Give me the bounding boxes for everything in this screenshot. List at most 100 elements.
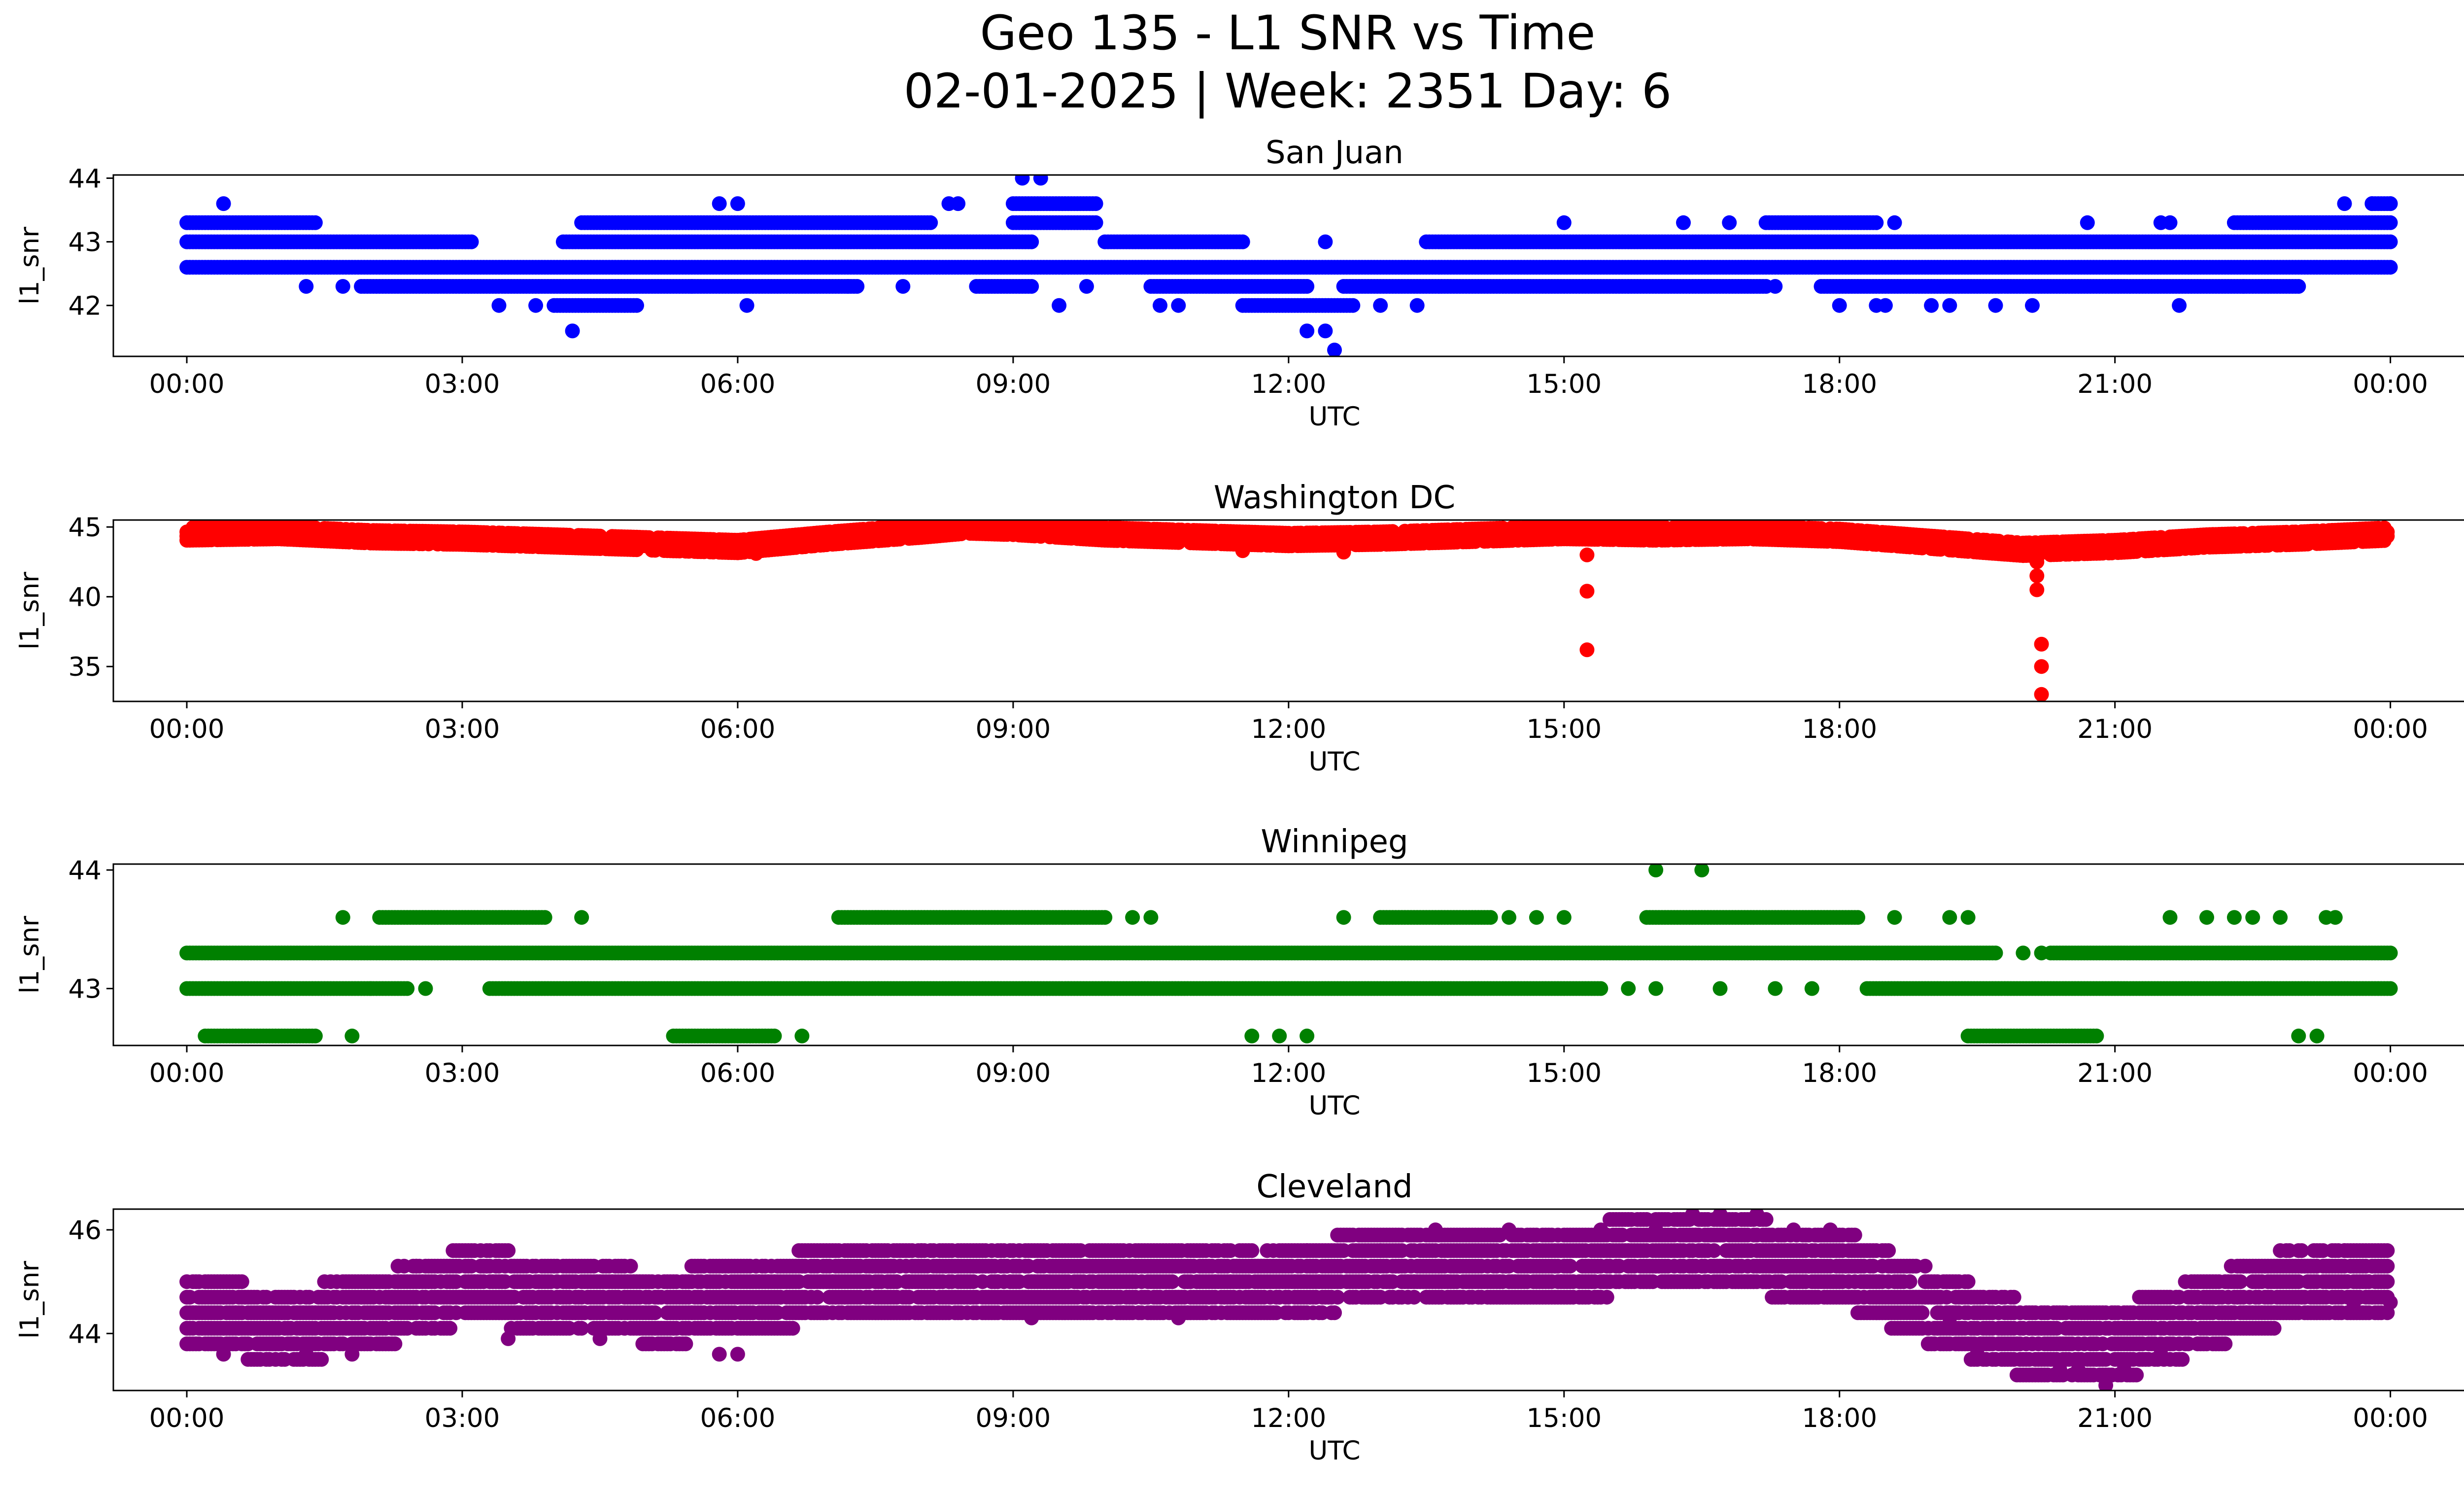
data-point xyxy=(1024,279,1039,294)
data-point xyxy=(308,215,323,230)
data-point xyxy=(1579,642,1595,658)
data-point xyxy=(1052,298,1067,313)
data-point xyxy=(1171,298,1186,313)
data-point xyxy=(2034,687,2049,701)
data-point xyxy=(1887,215,1902,230)
x-tick-label: 15:00 xyxy=(1526,714,1602,744)
data-point xyxy=(730,196,745,211)
data-point xyxy=(2029,554,2045,569)
x-tick-label: 03:00 xyxy=(425,714,500,744)
axes-frame xyxy=(112,174,2464,357)
data-points xyxy=(179,520,2395,701)
data-point xyxy=(840,279,856,294)
subplot-title: Washington DC xyxy=(1214,480,1455,516)
data-point xyxy=(1409,298,1425,313)
data-point xyxy=(491,298,507,313)
x-tick-label: 09:00 xyxy=(976,369,1051,399)
x-tick-label: 18:00 xyxy=(1802,369,1877,399)
data-point xyxy=(2029,582,2045,597)
x-tick-label: 00:00 xyxy=(2353,369,2428,399)
x-tick-label: 06:00 xyxy=(700,714,776,744)
data-point xyxy=(1318,323,1333,339)
data-point xyxy=(1676,215,1691,230)
x-tick-label: 09:00 xyxy=(976,714,1051,744)
data-point xyxy=(1878,298,1893,313)
data-point xyxy=(1015,175,1030,186)
data-point xyxy=(2337,196,2352,211)
data-point xyxy=(2380,524,2395,540)
data-point xyxy=(2364,196,2380,211)
data-point xyxy=(2383,196,2398,211)
data-point xyxy=(1033,175,1048,186)
data-point xyxy=(1153,298,1167,313)
data-point xyxy=(2029,568,2045,584)
data-point xyxy=(1579,584,1595,599)
data-point xyxy=(2025,298,2040,313)
x-tick-label: 00:00 xyxy=(2353,714,2428,744)
data-point xyxy=(1088,196,1103,211)
x-tick-label: 03:00 xyxy=(425,369,500,399)
y-tick-label: 44 xyxy=(68,164,102,194)
data-point xyxy=(684,279,699,294)
data-point xyxy=(2034,659,2049,674)
figure-title-line2: 02-01-2025 | Week: 2351 Day: 6 xyxy=(904,64,1672,119)
x-tick-label: 12:00 xyxy=(1251,369,1326,399)
x-tick-label: 00:00 xyxy=(149,714,225,744)
data-point xyxy=(739,298,754,313)
x-tick-label: 21:00 xyxy=(2077,714,2153,744)
y-tick-label: 35 xyxy=(68,652,102,682)
data-point xyxy=(1832,298,1847,313)
data-point xyxy=(1988,298,2003,313)
y-tick-label: 43 xyxy=(68,228,102,258)
data-point xyxy=(1079,279,1094,294)
data-point xyxy=(1942,298,1957,313)
data-point xyxy=(299,279,314,294)
data-point xyxy=(464,234,479,249)
y-tick-label: 45 xyxy=(68,513,102,543)
data-point xyxy=(1235,543,1250,558)
figure-title-line1: Geo 135 - L1 SNR vs Time xyxy=(980,5,1596,61)
data-point xyxy=(1722,215,1737,230)
data-point xyxy=(2291,279,2306,294)
x-tick-label: 06:00 xyxy=(700,369,776,399)
data-point xyxy=(1024,234,1039,249)
y-axis-label: l1_snr xyxy=(15,572,45,650)
x-tick-label: 21:00 xyxy=(2077,369,2153,399)
data-point xyxy=(2162,215,2178,230)
data-point xyxy=(1088,215,1103,230)
x-tick-label: 15:00 xyxy=(1526,369,1602,399)
data-point xyxy=(1300,279,1315,294)
data-point xyxy=(1768,279,1783,294)
x-tick-label: 18:00 xyxy=(1802,714,1877,744)
data-point xyxy=(923,215,938,230)
x-axis-label: UTC xyxy=(1308,747,1360,777)
y-tick-label: 42 xyxy=(68,291,102,321)
data-point xyxy=(216,196,231,211)
data-point xyxy=(565,323,580,339)
data-point xyxy=(2034,636,2049,652)
data-point xyxy=(712,196,727,211)
x-tick-label: 00:00 xyxy=(149,369,225,399)
x-axis-label: UTC xyxy=(1308,402,1360,432)
subplot-title: Winnipeg xyxy=(1261,824,1408,860)
data-points xyxy=(179,175,2398,356)
data-point xyxy=(951,196,966,211)
data-point xyxy=(1538,520,1553,535)
data-point xyxy=(1579,547,1595,562)
data-point xyxy=(629,298,644,313)
data-point xyxy=(1300,323,1315,339)
data-point xyxy=(2172,298,2187,313)
data-point xyxy=(2080,215,2095,230)
data-point xyxy=(1235,234,1250,249)
data-point xyxy=(1336,545,1351,560)
data-point xyxy=(335,279,350,294)
data-point xyxy=(749,546,764,561)
data-point xyxy=(2383,260,2398,275)
axes-frame xyxy=(112,519,2464,702)
data-point xyxy=(1556,215,1572,230)
data-point xyxy=(1869,215,1884,230)
